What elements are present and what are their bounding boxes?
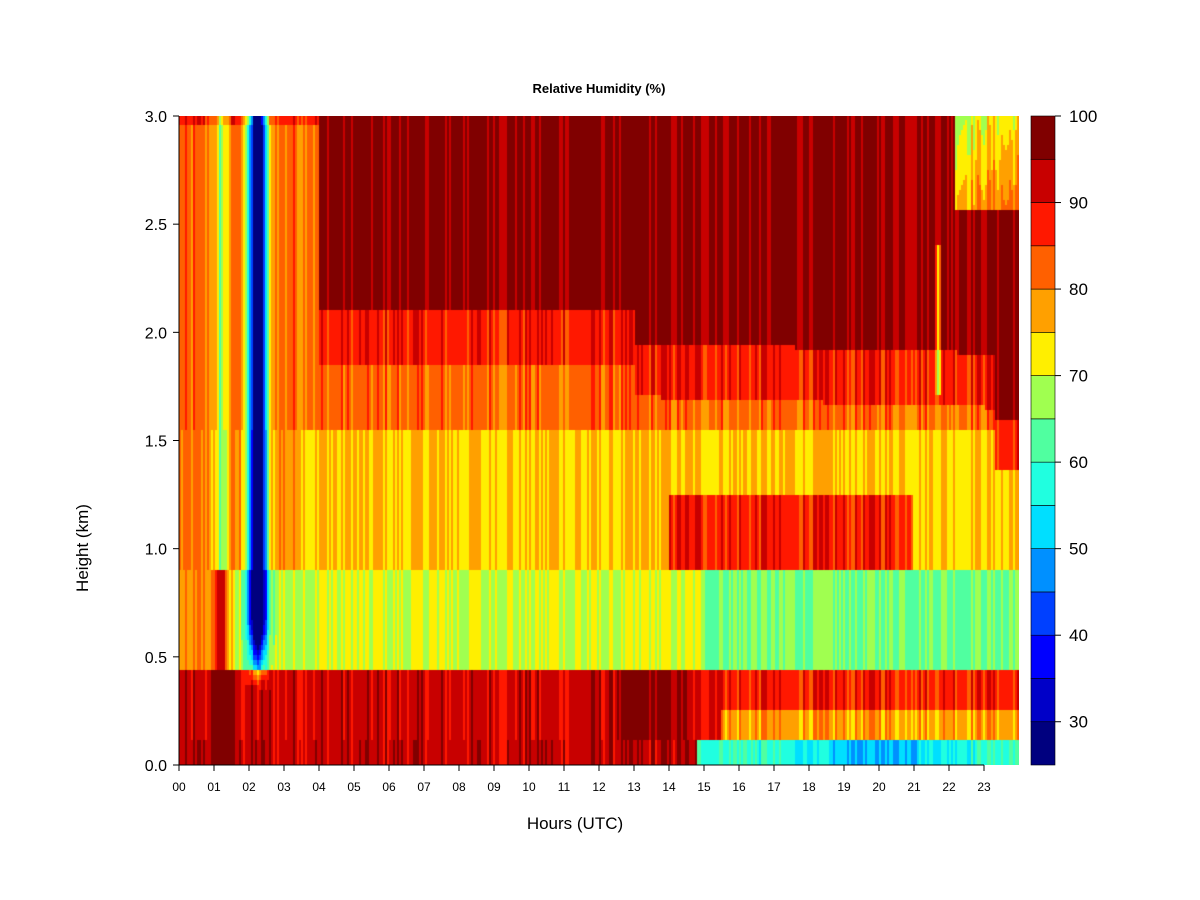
x-tick-label: 19 bbox=[837, 780, 851, 794]
colorbar-tick-label: 90 bbox=[1069, 194, 1088, 213]
x-tick-label: 17 bbox=[767, 780, 781, 794]
x-tick-label: 09 bbox=[487, 780, 501, 794]
x-tick-label: 08 bbox=[452, 780, 466, 794]
colorbar-tick-label: 70 bbox=[1069, 367, 1088, 386]
colorbar-swatch bbox=[1030, 461, 1056, 506]
x-tick-label: 21 bbox=[907, 780, 921, 794]
y-tick-label: 0.5 bbox=[145, 650, 167, 667]
x-tick-label: 07 bbox=[417, 780, 431, 794]
colorbar-swatch bbox=[1030, 591, 1056, 636]
x-tick-label: 05 bbox=[347, 780, 361, 794]
x-tick-label: 16 bbox=[732, 780, 746, 794]
x-tick-label: 03 bbox=[277, 780, 291, 794]
y-axis-label: Height (km) bbox=[73, 504, 92, 592]
colorbar-swatch bbox=[1030, 548, 1056, 593]
x-axis-label: Hours (UTC) bbox=[527, 814, 623, 833]
x-tick-label: 11 bbox=[558, 780, 571, 794]
colorbar-swatch bbox=[1030, 158, 1056, 203]
colorbar-tick-label: 40 bbox=[1069, 626, 1088, 645]
x-tick-label: 04 bbox=[312, 780, 326, 794]
x-tick-label: 15 bbox=[697, 780, 711, 794]
x-tick-label: 23 bbox=[977, 780, 991, 794]
colorbar-swatch bbox=[1030, 288, 1056, 333]
x-tick-label: 14 bbox=[662, 780, 676, 794]
colorbar-swatch bbox=[1030, 721, 1056, 766]
colorbar-tick-label: 30 bbox=[1069, 713, 1088, 732]
heatmap-plot bbox=[179, 116, 1019, 765]
x-tick-label: 10 bbox=[522, 780, 536, 794]
x-tick-label: 00 bbox=[172, 780, 186, 794]
x-axis: 00 01 02 03 04 05 06 07 08 09 10 11 12 13 14 15 16 17 18 19… bbox=[172, 764, 991, 794]
heatmap-field bbox=[179, 116, 1019, 765]
colorbar-swatch bbox=[1030, 332, 1056, 376]
colorbar-tick-label: 100 bbox=[1069, 107, 1097, 126]
x-tick-label: 22 bbox=[942, 780, 956, 794]
y-tick-label: 1.0 bbox=[145, 542, 167, 559]
colorbar: 30 40 50 60 70 80 90 100 bbox=[1030, 107, 1097, 766]
y-axis: 0.0 0.5 1.0 1.5 2.0 2.5 3.0 bbox=[145, 109, 180, 775]
x-tick-label: 20 bbox=[872, 780, 886, 794]
y-tick-label: 0.0 bbox=[145, 758, 167, 775]
y-tick-label: 1.5 bbox=[145, 434, 167, 451]
x-tick-label: 02 bbox=[242, 780, 256, 794]
colorbar-swatch bbox=[1030, 375, 1056, 420]
x-tick-label: 18 bbox=[802, 780, 816, 794]
y-tick-label: 3.0 bbox=[145, 109, 167, 126]
x-tick-label: 12 bbox=[592, 780, 606, 794]
x-tick-label: 06 bbox=[382, 780, 396, 794]
colorbar-swatch bbox=[1030, 245, 1056, 290]
colorbar-swatch bbox=[1030, 418, 1056, 463]
x-tick-label: 13 bbox=[627, 780, 641, 794]
y-tick-label: 2.0 bbox=[145, 325, 167, 342]
colorbar-swatch bbox=[1030, 115, 1056, 160]
colorbar-tick-label: 80 bbox=[1069, 280, 1088, 299]
colorbar-tick-label: 60 bbox=[1069, 453, 1088, 472]
colorbar-swatch bbox=[1030, 202, 1056, 247]
y-tick-label: 2.5 bbox=[145, 217, 167, 234]
colorbar-swatch bbox=[1030, 505, 1056, 549]
x-tick-label: 01 bbox=[207, 780, 221, 794]
colorbar-swatch bbox=[1030, 634, 1056, 679]
colorbar-swatch bbox=[1030, 678, 1056, 723]
colorbar-tick-label: 50 bbox=[1069, 540, 1088, 559]
chart-title: Relative Humidity (%) bbox=[533, 81, 666, 96]
